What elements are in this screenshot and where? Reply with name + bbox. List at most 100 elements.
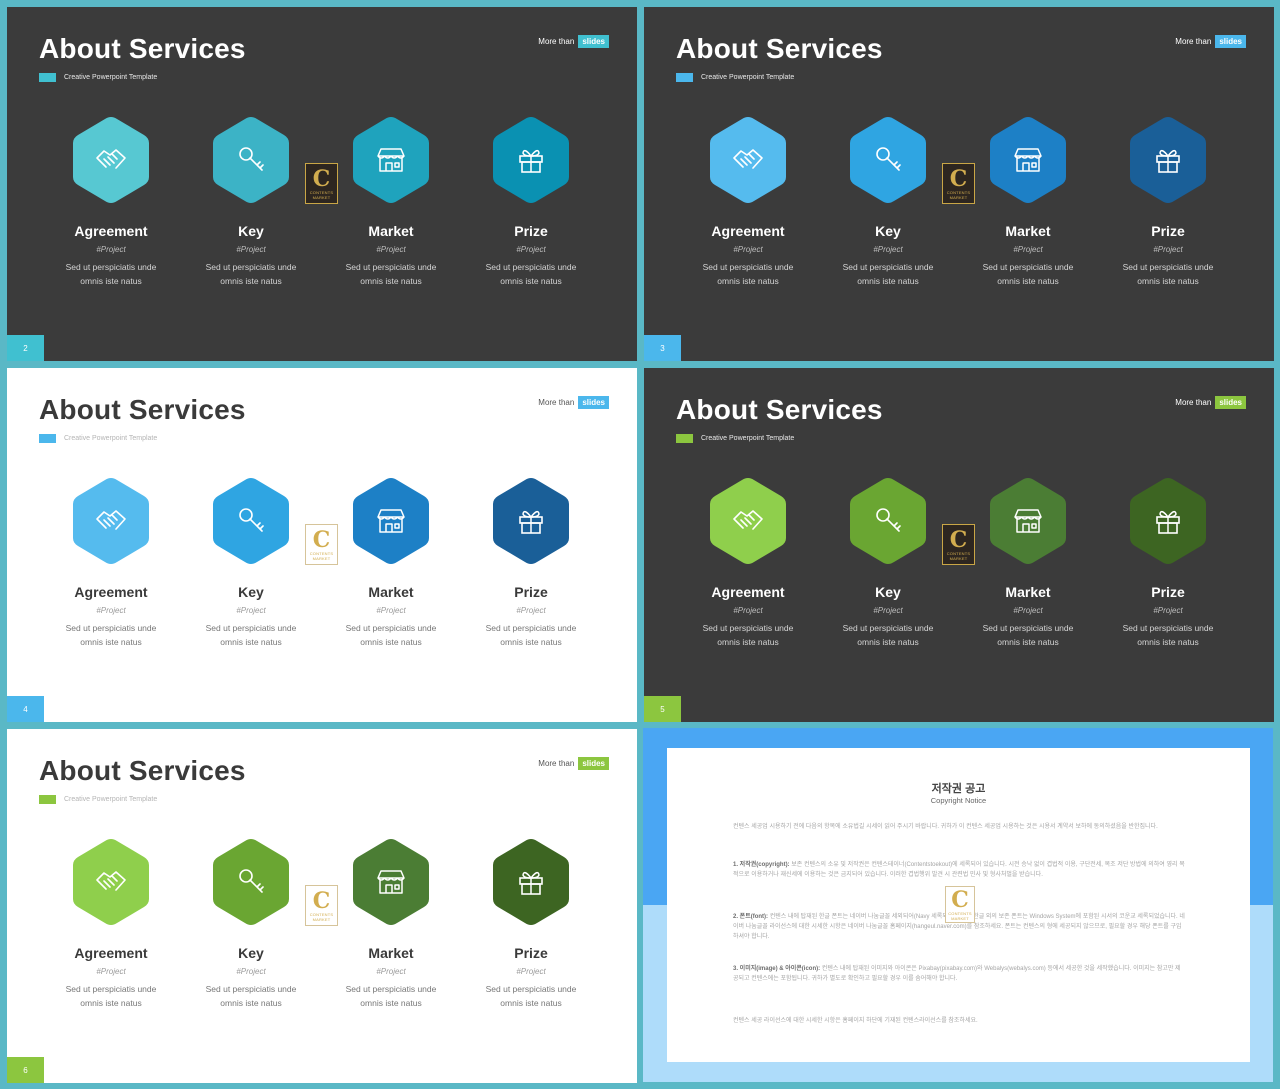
subtitle-row: Creative Powerpoint Template	[676, 73, 794, 82]
service-tag: #Project	[1153, 606, 1183, 615]
service-item-key: Key #Project Sed ut perspiciatis unde omnis…	[828, 476, 948, 649]
more-than-slides-label: More than slides	[1175, 396, 1246, 409]
copyright-section-2: 2. 폰트(font): 컨텐스 내에 탑재된 한글 폰트는 네이버 나눔글꼴 …	[733, 912, 1185, 942]
service-tag: #Project	[376, 967, 406, 976]
description-line-2: omnis iste natus	[80, 276, 142, 286]
gift-icon	[1156, 510, 1180, 534]
key-icon	[876, 508, 901, 532]
service-tag: #Project	[96, 967, 126, 976]
copyright-section-3: 3. 이미지(image) & 아이콘(icon): 컨텐스 내에 탑재된 이미…	[733, 964, 1185, 984]
hexagon-badge	[211, 837, 291, 927]
slide-4[interactable]: About Services Creative Powerpoint Templa…	[7, 368, 637, 722]
service-description: Sed ut perspiciatis unde omnis iste natus	[1108, 621, 1228, 649]
hexagon-badge	[351, 476, 431, 566]
copyright-section-3-text: 컨텐스 내에 탑재된 이미지와 아이콘은 Pixabay(pixabay.com…	[733, 966, 1181, 982]
gift-icon	[519, 510, 543, 534]
service-description: Sed ut perspiciatis unde omnis iste natus	[51, 982, 171, 1010]
service-title: Market	[1005, 223, 1051, 239]
service-description: Sed ut perspiciatis unde omnis iste natus	[828, 621, 948, 649]
service-description: Sed ut perspiciatis unde omnis iste natus	[828, 260, 948, 288]
service-tag: #Project	[873, 606, 903, 615]
key-icon	[876, 147, 901, 171]
service-title: Prize	[514, 584, 548, 600]
service-description: Sed ut perspiciatis unde omnis iste natus	[471, 982, 591, 1010]
handshake-icon	[733, 510, 763, 530]
service-title: Agreement	[74, 945, 148, 961]
gift-icon	[1156, 149, 1180, 173]
contents-market-logo: C CONTENTS MARKET	[945, 886, 975, 923]
service-description: Sed ut perspiciatis unde omnis iste natus	[191, 621, 311, 649]
description-line-2: omnis iste natus	[500, 637, 562, 647]
description-line-2: omnis iste natus	[220, 998, 282, 1008]
gift-icon	[519, 871, 543, 895]
accent-square	[676, 434, 693, 443]
contents-market-logo: C CONTENTS MARKET	[942, 163, 975, 204]
description-line-1: Sed ut perspiciatis unde	[65, 623, 157, 633]
service-item-agreement: Agreement #Project Sed ut perspiciatis und…	[51, 837, 171, 1010]
service-tag: #Project	[1013, 606, 1043, 615]
slide-number: 3	[660, 343, 665, 353]
service-tag: #Project	[516, 967, 546, 976]
service-item-agreement: Agreement #Project Sed ut perspiciatis und…	[688, 476, 808, 649]
hexagon-badge	[491, 476, 571, 566]
description-line-1: Sed ut perspiciatis unde	[205, 262, 297, 272]
slide-title: About Services	[39, 394, 246, 425]
handshake-icon	[96, 149, 126, 169]
copyright-section-1: 1. 저작권(copyright): 보존 컨텐스의 소유 및 저작권은 컨텐스…	[733, 860, 1185, 880]
service-description: Sed ut perspiciatis unde omnis iste natus	[688, 621, 808, 649]
contents-market-logo: C CONTENTS MARKET	[942, 524, 975, 565]
slide-6[interactable]: About Services Creative Powerpoint Templa…	[7, 729, 637, 1083]
service-tag: #Project	[516, 245, 546, 254]
logo-letter: C	[949, 165, 968, 192]
copyright-footer-note: 컨텐스 세공 라이선스에 대한 시세한 시항은 홈페이지 하단에 기재된 컨텐스…	[733, 1018, 978, 1024]
service-title: Market	[368, 223, 414, 239]
hexagon-badge	[71, 837, 151, 927]
service-title: Agreement	[74, 223, 148, 239]
description-line-2: omnis iste natus	[220, 637, 282, 647]
description-line-1: Sed ut perspiciatis unde	[982, 262, 1074, 272]
logo-letter: C	[312, 526, 331, 553]
slide-3[interactable]: About Services Creative Powerpoint Templa…	[644, 7, 1274, 361]
hexagon-badge	[848, 476, 928, 566]
description-line-1: Sed ut perspiciatis unde	[345, 262, 437, 272]
description-line-1: Sed ut perspiciatis unde	[702, 262, 794, 272]
slide-number: 2	[23, 343, 28, 353]
slide-2[interactable]: About Services Creative Powerpoint Templa…	[7, 7, 637, 361]
storefront-icon	[1014, 509, 1042, 533]
service-tag: #Project	[733, 245, 763, 254]
logo-text-2: MARKET	[949, 555, 968, 561]
service-description: Sed ut perspiciatis unde omnis iste natus	[471, 621, 591, 649]
slide-title: About Services	[39, 33, 246, 64]
logo-text-2: MARKET	[312, 194, 331, 200]
copyright-section-1-head: 1. 저작권(copyright):	[733, 862, 790, 868]
description-line-2: omnis iste natus	[997, 276, 1059, 286]
description-line-1: Sed ut perspiciatis unde	[1122, 623, 1214, 633]
description-line-2: omnis iste natus	[220, 276, 282, 286]
service-title: Agreement	[711, 223, 785, 239]
copyright-intro: 컨텐스 세공업 시용하기 전에 다음의 항목에 소유법길 시세이 읽어 주시기 …	[733, 824, 1158, 830]
service-item-key: Key #Project Sed ut perspiciatis unde omnis…	[828, 115, 948, 288]
service-item-agreement: Agreement #Project Sed ut perspiciatis und…	[51, 476, 171, 649]
service-item-key: Key #Project Sed ut perspiciatis unde omnis…	[191, 476, 311, 649]
slide-number: 4	[23, 704, 28, 714]
hexagon-badge	[71, 476, 151, 566]
copyright-section-3-head: 3. 이미지(image) & 아이콘(icon):	[733, 966, 821, 972]
subtitle-row: Creative Powerpoint Template	[39, 795, 157, 804]
description-line-1: Sed ut perspiciatis unde	[842, 623, 934, 633]
copyright-title: 저작권 공고	[931, 783, 986, 795]
slide-title: About Services	[676, 33, 883, 64]
logo-letter: C	[949, 526, 968, 553]
description-line-1: Sed ut perspiciatis unde	[345, 623, 437, 633]
slides-badge: slides	[578, 396, 609, 409]
slides-badge: slides	[1215, 35, 1246, 48]
service-description: Sed ut perspiciatis unde omnis iste natus	[191, 260, 311, 288]
service-description: Sed ut perspiciatis unde omnis iste natus	[51, 621, 171, 649]
description-line-1: Sed ut perspiciatis unde	[345, 984, 437, 994]
service-title: Market	[368, 584, 414, 600]
key-icon	[239, 869, 264, 893]
description-line-1: Sed ut perspiciatis unde	[65, 984, 157, 994]
service-description: Sed ut perspiciatis unde omnis iste natus	[331, 260, 451, 288]
slide-5[interactable]: About Services Creative Powerpoint Templa…	[644, 368, 1274, 722]
more-than-slides-label: More than slides	[538, 35, 609, 48]
service-title: Key	[875, 584, 901, 600]
